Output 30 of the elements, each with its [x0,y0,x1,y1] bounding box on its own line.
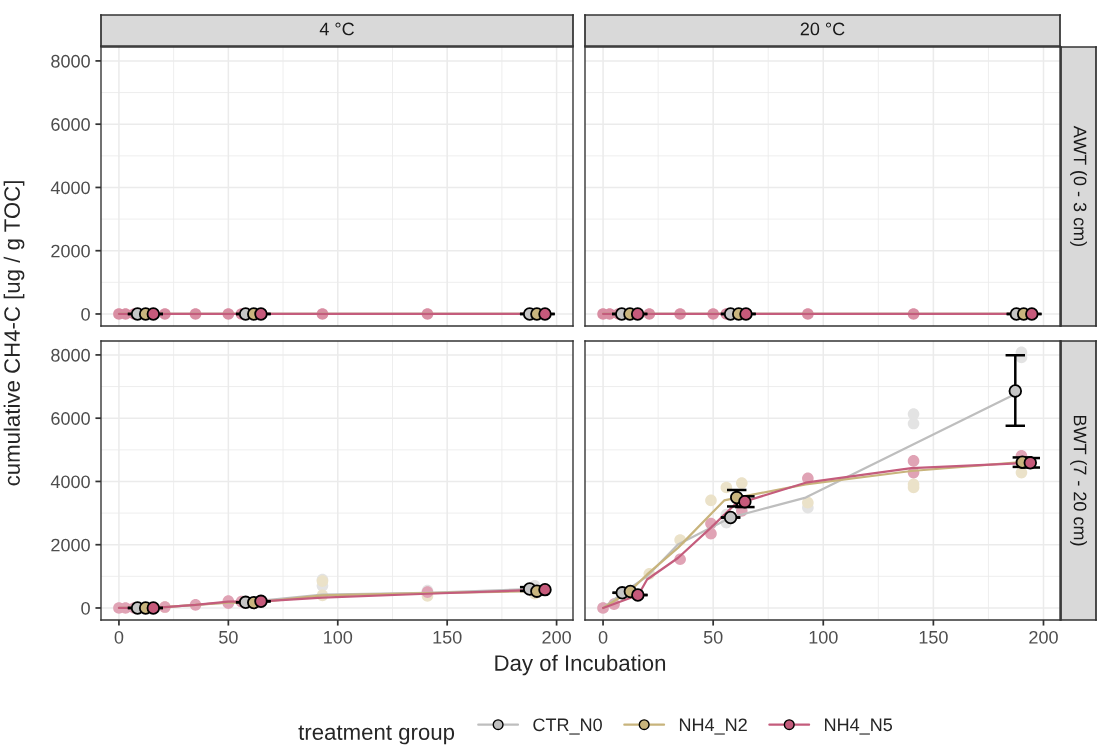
y-tick-label: 6000 [51,412,90,425]
x-tick-label: 0 [598,630,608,644]
x-tick-label: 100 [809,630,838,644]
x-axis-title: Day of Incubation [495,654,666,676]
x-tick-label: 0 [114,630,124,644]
x-tick-label: 50 [219,630,238,644]
legend-label: NH4_N2 [679,718,747,735]
legend-title: treatment group [298,725,455,745]
x-tick-label: 200 [1029,630,1058,644]
y2-axis-title: BWT (7 - 20 cm) [1070,415,1087,546]
x-tick-label: 150 [433,630,462,644]
y-axis-title: cumulative CH4-C [ug / g TOC] [3,181,25,486]
y-tick-label: 4000 [50,181,90,195]
x-tick-label: 200 [542,630,571,644]
legend-label: NH4_N5 [825,718,893,735]
x-tick-label: 100 [324,630,353,644]
y-tick-label: 8000 [51,54,90,68]
chart-title: 20 °C [800,22,845,36]
y-tick-label: 8000 [51,348,90,362]
y-tick-label: 0 [81,307,90,321]
y-tick-label: 0 [81,601,90,615]
y-tick-label: 6000 [51,118,90,131]
x-tick-label: 50 [703,630,723,644]
x-tick-label: 150 [919,630,948,644]
chart-title: 4 °C [319,22,354,36]
y-tick-label: 4000 [50,475,90,489]
legend-label: CTR_N0 [533,718,602,735]
y-tick-label: 2000 [51,538,90,552]
y2-axis-title: AWT (0 - 3 cm) [1070,125,1087,247]
y-tick-label: 2000 [51,244,90,258]
